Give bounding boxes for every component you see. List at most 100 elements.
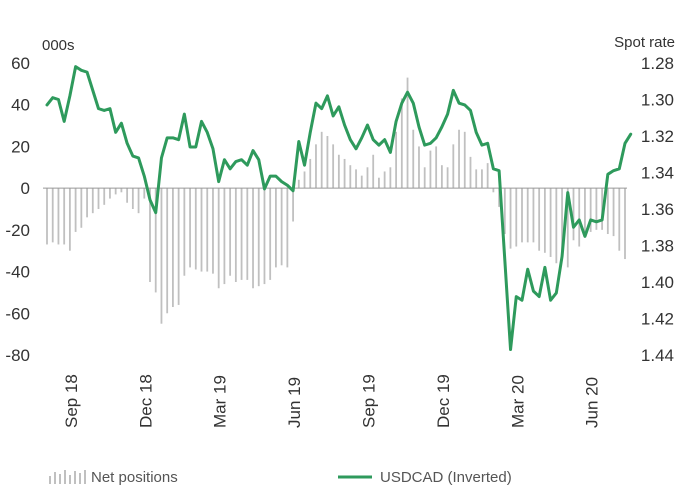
left-tick-label: 40 (11, 96, 30, 115)
net-position-bar (63, 188, 66, 245)
legend: Net positions USDCAD (Inverted) (49, 469, 512, 486)
net-position-bar (378, 177, 380, 189)
x-axis-ticks: Sep 18 Dec 18 Mar 19 Jun 19 Sep 19 Dec 19 Mar … (62, 374, 602, 428)
net-position-bar (286, 188, 289, 268)
net-position-bar (503, 188, 506, 235)
net-position-bar (498, 188, 500, 207)
legend-bar-mark (54, 472, 56, 484)
left-tick-label: -80 (5, 346, 30, 365)
net-position-bar (481, 169, 483, 189)
net-positions-bars (46, 77, 626, 324)
net-position-bar (566, 188, 569, 268)
net-position-bar (440, 165, 443, 189)
legend-bar-mark (49, 476, 51, 484)
right-axis-unit-label: Spot rate (614, 34, 675, 51)
net-position-bar (257, 188, 260, 287)
net-position-bar (80, 188, 83, 228)
legend-bar-mark (59, 474, 61, 484)
net-position-bar (46, 188, 48, 245)
net-position-bar (475, 169, 478, 189)
right-tick-label: 1.30 (641, 91, 674, 110)
net-position-bar (332, 144, 335, 189)
net-position-bar (183, 188, 186, 276)
legend-bar-mark (84, 470, 86, 484)
net-position-bar (589, 188, 592, 232)
legend-bars-swatch (49, 470, 86, 484)
legend-bar-mark (74, 471, 76, 484)
net-position-bar (360, 175, 363, 189)
net-position-bar (337, 154, 340, 189)
net-position-bar (372, 154, 375, 189)
right-tick-label: 1.38 (641, 237, 674, 256)
net-position-bar (526, 188, 529, 243)
right-tick-label: 1.28 (641, 54, 674, 73)
net-position-bar (292, 188, 294, 222)
net-position-bar (383, 171, 386, 189)
left-axis-ticks: 60 40 20 0 -20 -40 -60 -80 (5, 54, 30, 365)
net-position-bar (418, 146, 420, 189)
net-position-bar (406, 77, 409, 189)
net-position-bar (177, 188, 180, 305)
left-tick-label: 20 (11, 137, 30, 156)
net-position-bar (549, 188, 552, 257)
right-tick-label: 1.42 (641, 310, 674, 329)
net-position-bar (303, 171, 306, 189)
net-position-bar (584, 188, 586, 235)
net-position-bar (109, 188, 111, 199)
net-position-bar (355, 169, 357, 189)
net-position-bar (435, 146, 438, 189)
left-tick-label: 60 (11, 54, 30, 73)
net-position-bar (452, 144, 455, 189)
net-position-bar (618, 188, 621, 251)
net-position-bar (252, 188, 254, 289)
net-position-bar (91, 188, 94, 214)
net-position-bar (469, 156, 472, 189)
net-position-bar (51, 188, 54, 243)
net-position-bar (429, 150, 432, 189)
net-position-bar (606, 188, 609, 235)
left-tick-label: 0 (21, 179, 30, 198)
net-position-bar (68, 188, 71, 251)
net-position-bar (194, 188, 197, 270)
net-position-bar (275, 188, 277, 268)
net-position-bar (595, 188, 598, 230)
x-tick-label: Sep 19 (359, 374, 378, 428)
net-position-bar (561, 188, 563, 260)
net-position-bar (103, 188, 106, 205)
net-position-bar (389, 167, 392, 189)
net-position-bar (543, 188, 546, 253)
right-tick-label: 1.32 (641, 127, 674, 146)
net-position-bar (160, 188, 163, 324)
legend-line-label: USDCAD (Inverted) (380, 469, 512, 486)
x-tick-label: Sep 18 (62, 374, 81, 428)
net-position-bar (486, 163, 489, 189)
x-tick-label: Mar 19 (211, 375, 230, 428)
net-position-bar (349, 165, 352, 189)
usdcad-inverted-line (45, 65, 633, 352)
x-tick-label: Dec 19 (434, 374, 453, 428)
right-tick-label: 1.34 (641, 164, 674, 183)
net-position-bar (269, 188, 272, 280)
right-tick-label: 1.44 (641, 346, 674, 365)
net-position-bar (86, 188, 88, 218)
x-tick-label: Dec 18 (136, 374, 155, 428)
net-position-bar (492, 188, 495, 193)
x-tick-label: Jun 19 (285, 377, 304, 428)
net-position-bar (578, 188, 581, 247)
net-position-bar (154, 188, 157, 293)
net-position-bar (74, 188, 77, 232)
net-position-bar (309, 158, 312, 189)
net-position-bar (395, 131, 397, 189)
net-position-bar (137, 188, 140, 214)
net-position-bar (217, 188, 220, 289)
legend-bar-mark (64, 470, 66, 484)
net-position-bar (458, 129, 460, 189)
net-position-bar (149, 188, 151, 282)
x-tick-label: Jun 20 (583, 377, 602, 428)
net-position-bar (297, 179, 300, 189)
net-position-bar (246, 188, 249, 280)
net-position-bar (143, 188, 146, 199)
net-position-bar (400, 98, 403, 189)
net-position-bar (555, 188, 558, 264)
